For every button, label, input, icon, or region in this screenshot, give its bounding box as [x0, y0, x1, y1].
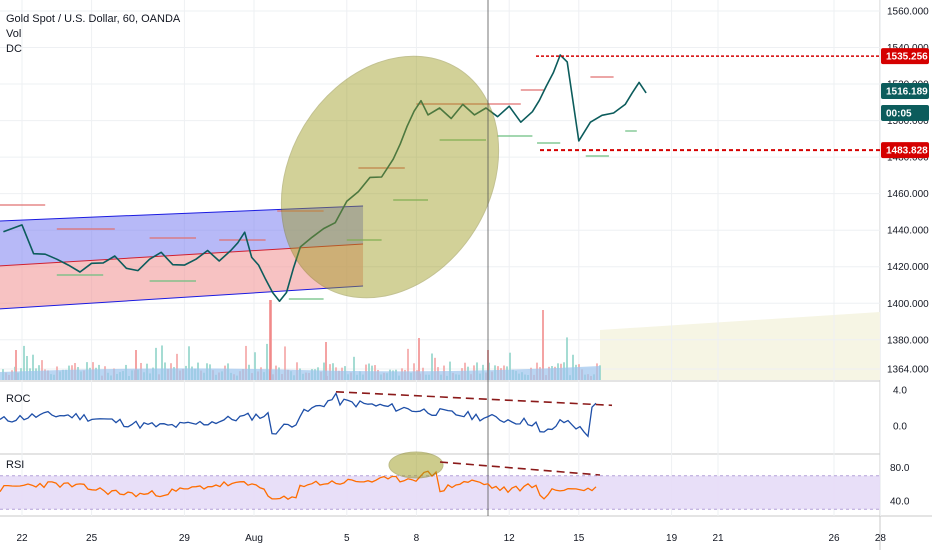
time-tick-label: 21	[712, 533, 724, 544]
channel-mid-line[interactable]	[0, 243, 364, 267]
dc-label[interactable]: DC	[6, 43, 22, 55]
countdown-tag-text: 00:05	[886, 109, 912, 120]
price-series-line[interactable]	[3, 54, 647, 302]
time-tick-label: 29	[179, 533, 191, 544]
roc-label[interactable]: ROC	[6, 393, 31, 405]
time-tick-label: 28	[875, 533, 887, 544]
volume-ma-area	[0, 366, 600, 380]
volume-spike	[418, 338, 420, 380]
time-tick-label: 15	[573, 533, 585, 544]
roc-divergence-line[interactable]	[335, 391, 613, 407]
resistance-price-tag-bg[interactable]	[881, 48, 929, 65]
volume-spike	[270, 300, 272, 380]
main-pane	[0, 0, 880, 380]
volume-bar	[284, 346, 286, 380]
volume-bar	[434, 357, 436, 380]
volume-bar	[509, 352, 511, 380]
time-tick-label: 22	[16, 533, 28, 544]
price-tick-label: 1420.000	[887, 262, 929, 273]
volume-bar	[254, 352, 256, 380]
rsi-line[interactable]	[0, 470, 597, 500]
rsi-tick-label: 80.0	[890, 463, 910, 474]
volume-spike	[542, 310, 544, 380]
volume-area-shade	[600, 312, 880, 380]
price-tick-label: 1560.000	[887, 6, 929, 17]
price-tick-label: 1380.000	[887, 335, 929, 346]
volume-bar	[353, 356, 355, 380]
volume-spike	[15, 350, 17, 380]
volume-bar	[155, 347, 157, 380]
vol-label[interactable]: Vol	[6, 28, 22, 40]
roc-pane	[0, 381, 880, 453]
time-tick-label: 25	[86, 533, 98, 544]
rsi-highlight-ellipse[interactable]	[388, 451, 444, 479]
price-tick-label: 1400.000	[887, 299, 929, 310]
time-tick-label: 12	[504, 533, 516, 544]
channel-lower-fill	[0, 244, 364, 309]
price-tick-label: 1440.000	[887, 226, 929, 237]
rsi-tick-label: 40.0	[890, 496, 910, 507]
volume-bar	[407, 348, 409, 380]
countdown-tag-bg[interactable]	[881, 105, 929, 122]
volume-bar	[41, 360, 43, 380]
roc-tick-label: 0.0	[893, 422, 907, 433]
volume-bar	[161, 345, 163, 380]
roc-line[interactable]	[0, 391, 597, 438]
rsi-divergence-line[interactable]	[439, 461, 601, 476]
channel-bottom-line[interactable]	[0, 285, 364, 310]
time-tick-label: 8	[414, 533, 420, 544]
volume-bar	[266, 343, 268, 380]
volume-bar	[245, 345, 247, 380]
volume-bar	[566, 337, 568, 380]
volume-bar	[176, 353, 178, 380]
volume-bar	[23, 345, 25, 380]
roc-tick-label: 4.0	[893, 386, 907, 397]
volume-spike	[325, 342, 327, 380]
resistance-price-tag-text: 1535.256	[886, 52, 928, 63]
price-tick-label: 1364.000	[887, 365, 929, 376]
volume-bar	[431, 353, 433, 380]
volume-bar	[449, 361, 451, 380]
volume-spike	[135, 350, 137, 380]
time-tick-label: Aug	[245, 533, 263, 544]
time-tick-label: 26	[828, 533, 840, 544]
support-price-tag-text: 1483.828	[886, 146, 928, 157]
current-price-tag-text: 1516.189	[886, 87, 928, 98]
volume-bar	[26, 355, 28, 380]
time-tick-label: 19	[666, 533, 678, 544]
volume-bar	[188, 346, 190, 380]
chart-title: Gold Spot / U.S. Dollar, 60, OANDA	[6, 13, 181, 25]
volume-bar	[32, 354, 34, 380]
channel-upper-fill	[0, 206, 364, 266]
channel-top-line[interactable]	[0, 205, 364, 222]
current-price-tag-bg[interactable]	[881, 83, 929, 100]
rsi-label[interactable]: RSI	[6, 459, 25, 471]
price-tick-label: 1460.000	[887, 189, 929, 200]
time-tick-label: 5	[344, 533, 350, 544]
price-tick-label: 1500.000	[887, 116, 929, 127]
highlight-ellipse[interactable]	[237, 15, 542, 338]
rsi-band	[0, 475, 880, 510]
support-price-tag-bg[interactable]	[881, 142, 929, 159]
